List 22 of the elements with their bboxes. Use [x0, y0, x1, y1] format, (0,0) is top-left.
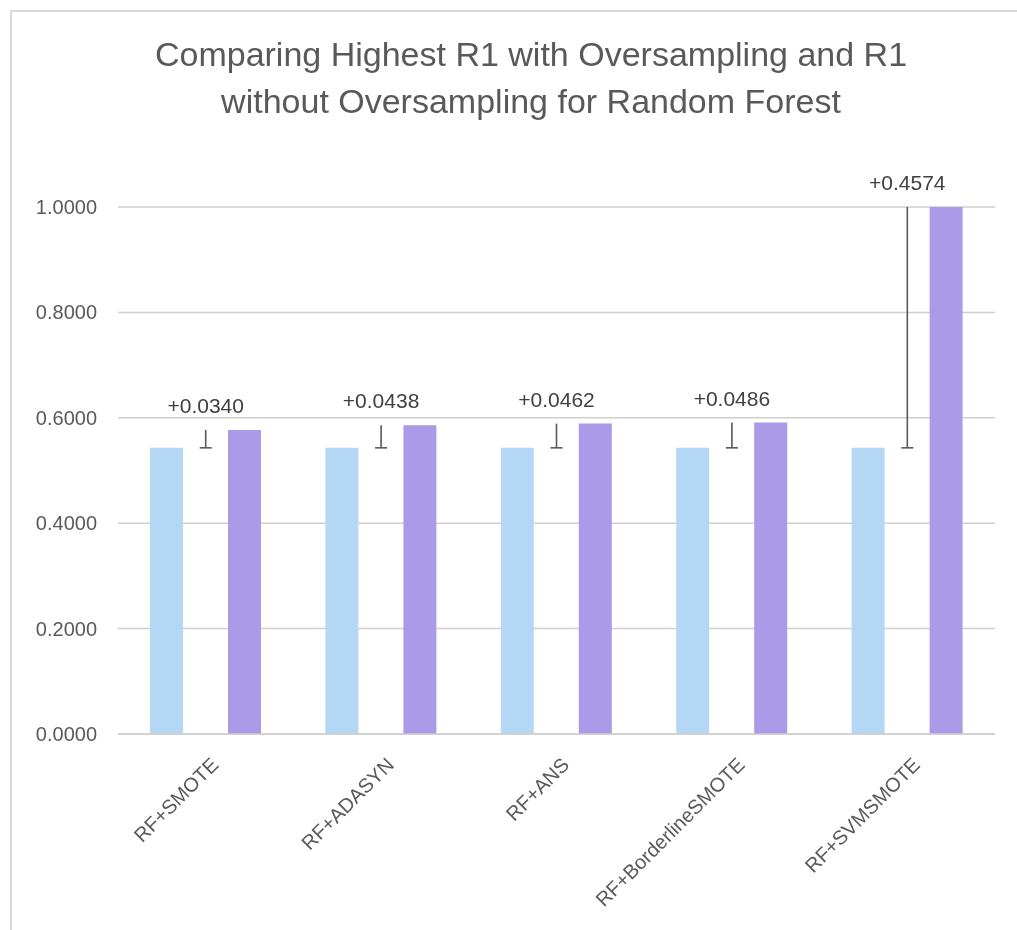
chart-title: Comparing Highest R1 with Oversampling and R1 without Oversampling for Random Forest: [153, 34, 909, 122]
annotation: +0.0462: [518, 387, 595, 411]
bar: [578, 423, 612, 734]
y-tick-label: 0.0000: [35, 723, 97, 745]
bar: [150, 447, 183, 734]
text: +0.4574: [869, 171, 946, 194]
bar: [754, 422, 788, 734]
bar: [500, 447, 534, 734]
y-tick-label: 0.6000: [35, 406, 97, 429]
annotation: +0.0340: [167, 393, 244, 417]
annotation: +0.0486: [693, 386, 771, 410]
y-tick-label: 0.2000: [35, 617, 97, 640]
bar: [929, 207, 963, 734]
bar: [228, 429, 261, 734]
bar: [851, 447, 885, 734]
bar: [325, 447, 359, 734]
bar: [403, 425, 437, 734]
y-tick-label: 0.8000: [35, 301, 97, 324]
y-tick-label: 0.4000: [35, 512, 97, 535]
annotation: +0.0438: [342, 389, 420, 413]
bar: [676, 447, 710, 734]
y-tick-label: 1.0000: [35, 196, 97, 218]
